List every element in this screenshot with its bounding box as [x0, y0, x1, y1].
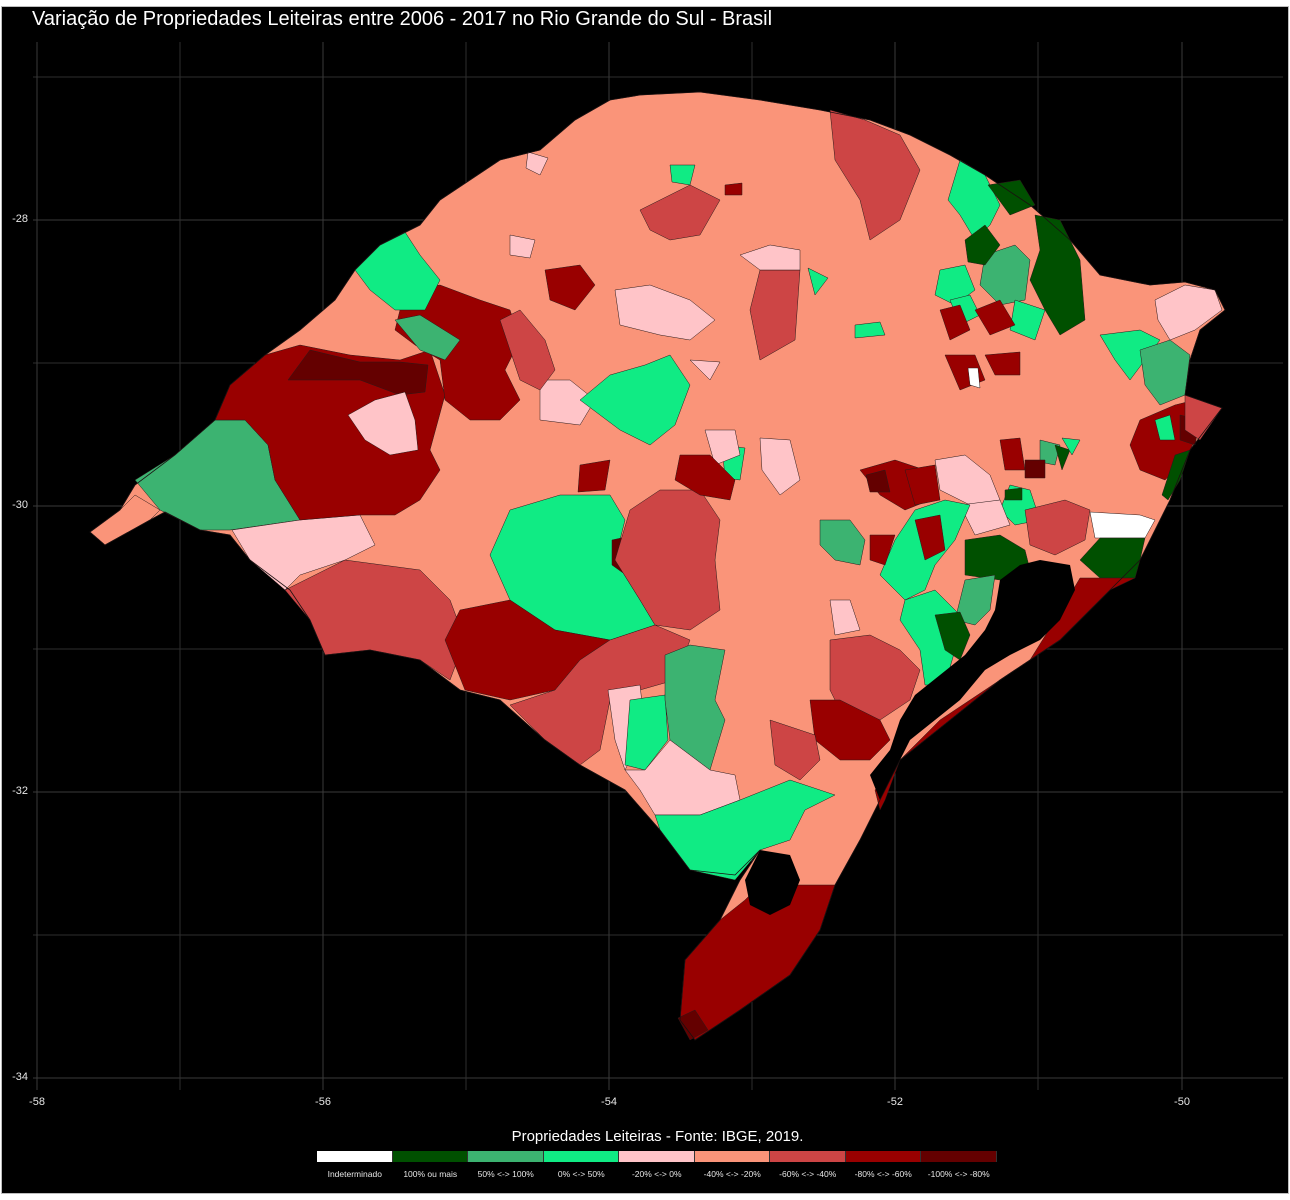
legend-label: -40% <-> -20% — [703, 1169, 761, 1179]
legend-label: 0% <-> 50% — [557, 1169, 605, 1179]
legend-item-indeterminado: Indeterminado — [317, 1151, 393, 1179]
legend: Indeterminado 100% ou mais 50% <-> 100% … — [317, 1151, 997, 1179]
map-title: Variação de Propriedades Leiteiras entre… — [32, 8, 773, 30]
y-tick-label: -32 — [12, 785, 28, 797]
x-tick-label: -56 — [315, 1096, 331, 1108]
x-tick-label: -58 — [29, 1096, 45, 1108]
legend-label: -100% <-> -80% — [927, 1169, 990, 1179]
x-tick-label: -54 — [601, 1096, 617, 1108]
legend-item-minus20-0: -20% <-> 0% — [619, 1151, 695, 1179]
x-tick-label: -50 — [1174, 1096, 1190, 1108]
legend-item-minus100-minus80: -100% <-> -80% — [921, 1151, 997, 1179]
legend-swatch — [317, 1151, 393, 1162]
legend-item-minus60-minus40: -60% <-> -40% — [770, 1151, 846, 1179]
y-tick-label: -28 — [12, 213, 28, 225]
y-tick-label: -30 — [12, 499, 28, 511]
legend-label: 100% ou mais — [403, 1169, 458, 1179]
x-tick-label: -52 — [887, 1096, 903, 1108]
legend-swatch — [392, 1151, 468, 1162]
legend-swatch — [468, 1151, 544, 1162]
legend-swatch — [845, 1151, 921, 1162]
legend-item-minus80-minus60: -80% <-> -60% — [845, 1151, 921, 1179]
legend-label: -60% <-> -40% — [779, 1169, 837, 1179]
legend-item-minus40-minus20: -40% <-> -20% — [694, 1151, 770, 1179]
legend-swatch — [770, 1151, 846, 1162]
legend-item-0-50: 0% <-> 50% — [543, 1151, 619, 1179]
municipality-regions — [89, 109, 1223, 1041]
y-tick-label: -34 — [12, 1071, 28, 1083]
legend-item-50-100: 50% <-> 100% — [468, 1151, 544, 1179]
lagoons — [745, 560, 1075, 915]
legend-label: 50% <-> 100% — [477, 1169, 534, 1179]
legend-label: -80% <-> -60% — [854, 1169, 912, 1179]
legend-title: Propriedades Leiteiras - Fonte: IBGE, 20… — [511, 1128, 804, 1145]
legend-item-100-plus: 100% ou mais — [392, 1151, 468, 1179]
legend-swatch — [619, 1151, 695, 1162]
legend-swatch — [921, 1151, 997, 1162]
legend-label: Indeterminado — [327, 1169, 382, 1179]
legend-swatch — [694, 1151, 770, 1162]
legend-swatch — [543, 1151, 619, 1162]
legend-label: -20% <-> 0% — [631, 1169, 682, 1179]
